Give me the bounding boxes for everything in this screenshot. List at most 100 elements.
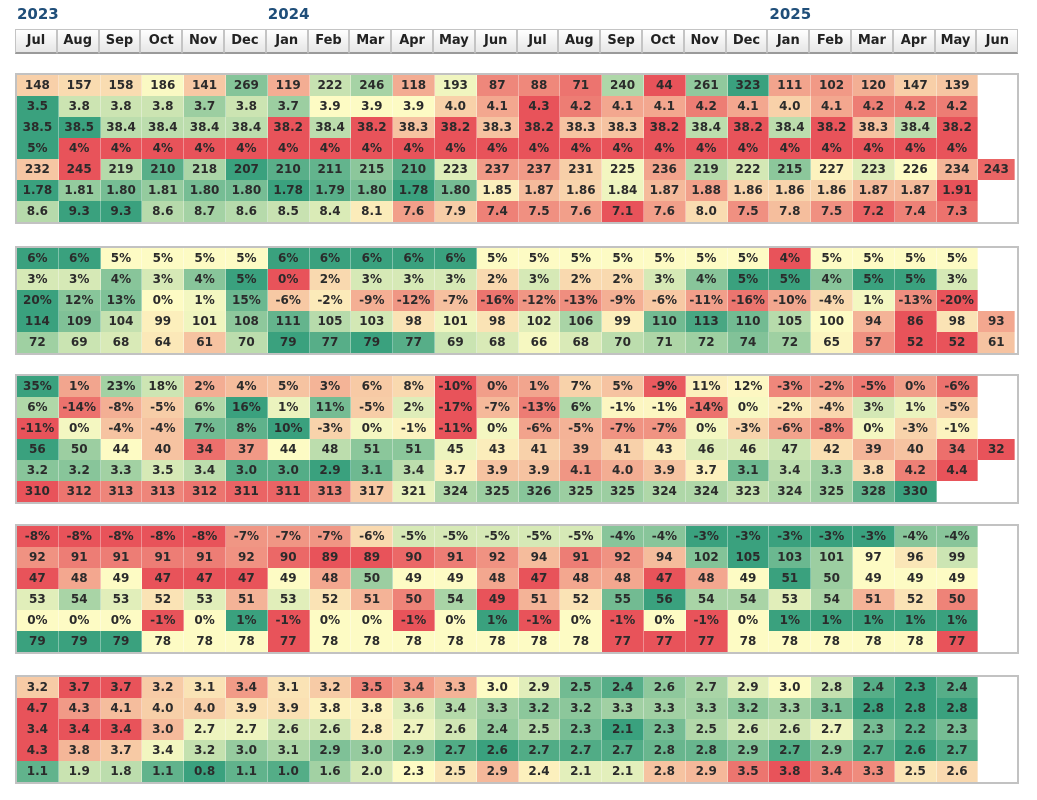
heatmap-cell: 38.4 <box>142 117 185 138</box>
heatmap-cell: 4.2 <box>894 460 937 481</box>
heatmap-cell: 3% <box>351 269 394 290</box>
heatmap-cell: 2.4 <box>476 719 519 740</box>
heatmap-cell: 91 <box>100 547 143 568</box>
heatmap-cell: -3% <box>309 418 352 439</box>
heatmap-cell: -4% <box>602 526 644 547</box>
heatmap-cell: -1% <box>644 397 686 418</box>
heatmap-cell: 0% <box>351 418 394 439</box>
heatmap-cell: 38.2 <box>936 117 979 138</box>
heatmap-cell: 2.4 <box>853 677 895 698</box>
heatmap-cell: 7.5 <box>727 201 770 222</box>
heatmap-cell: 5% <box>518 248 561 269</box>
heatmap-cell: 6% <box>393 248 435 269</box>
heatmap-cell: 8% <box>226 418 268 439</box>
heatmap-cell: 3.3 <box>644 698 686 719</box>
heatmap-cell: 325 <box>811 481 853 502</box>
heatmap-cell: 111 <box>769 75 812 96</box>
heatmap-cell: 1% <box>226 610 268 631</box>
heatmap-cell: -7% <box>309 526 352 547</box>
heatmap-cell: 1% <box>894 397 937 418</box>
heatmap-cell: 61 <box>184 332 226 353</box>
heatmap-cell: 54 <box>811 589 853 610</box>
month-header: Apr <box>892 29 935 54</box>
heatmap-cell: 68 <box>560 332 603 353</box>
heatmap-cell: -16% <box>476 290 519 311</box>
heatmap-cell: -6% <box>769 418 812 439</box>
heatmap-cell: 88 <box>518 75 561 96</box>
heatmap-cell: 3.4 <box>811 761 853 782</box>
heatmap-cell: 3% <box>644 269 686 290</box>
heatmap-cell: 323 <box>727 75 770 96</box>
heatmap-cell: 2.7 <box>226 719 268 740</box>
heatmap-cell: 2.5 <box>685 719 728 740</box>
heatmap-cell: -2% <box>769 397 812 418</box>
month-header: Jan <box>767 29 810 54</box>
heatmap-cell: 2.4 <box>602 677 644 698</box>
heatmap-cell: -9% <box>351 290 394 311</box>
heatmap-cell: -12% <box>518 290 561 311</box>
heatmap-cell: -4% <box>894 526 937 547</box>
heatmap-cell: 12% <box>58 290 101 311</box>
heatmap-cell: 39 <box>853 439 895 460</box>
heatmap-cell: 2.7 <box>560 740 603 761</box>
heatmap-cell: 102 <box>685 547 728 568</box>
heatmap-cell: 1.80 <box>100 180 143 201</box>
heatmap-cell: 40 <box>894 439 937 460</box>
heatmap-cell: 3.1 <box>351 460 394 481</box>
heatmap-cell: -4% <box>811 290 853 311</box>
heatmap-cell: 2.8 <box>351 719 394 740</box>
heatmap-cell: 13% <box>100 290 143 311</box>
heatmap-cell: 0% <box>58 418 101 439</box>
heatmap-cell: 77 <box>267 631 310 652</box>
heatmap-cell: 0% <box>727 610 770 631</box>
heatmap-cell: 215 <box>351 159 394 180</box>
heatmap-cell: 148 <box>17 75 59 96</box>
month-header: Feb <box>809 29 851 54</box>
heatmap-cell: 79 <box>58 631 101 652</box>
heatmap-cell: 324 <box>644 481 686 502</box>
heatmap-cell: 5% <box>184 248 226 269</box>
heatmap-cell: 2.3 <box>393 761 435 782</box>
month-header: Jun <box>474 29 517 54</box>
heatmap-cell: 90 <box>267 547 310 568</box>
heatmap-cell: -4% <box>142 418 185 439</box>
heatmap-cell: 38.3 <box>476 117 519 138</box>
heatmap-cell: 51 <box>393 439 435 460</box>
heatmap-cell: 38.5 <box>17 117 59 138</box>
heatmap-cell: 0% <box>644 610 686 631</box>
heatmap-cell: 3.8 <box>769 761 812 782</box>
heatmap-cell: 7.6 <box>644 201 686 222</box>
heatmap-cell: 3.7 <box>100 677 143 698</box>
heatmap-cell: 78 <box>435 631 477 652</box>
heatmap-cell: 8.6 <box>17 201 59 222</box>
heatmap-cell: -8% <box>811 418 853 439</box>
heatmap-cell: 4.0 <box>142 698 185 719</box>
heatmap-cell: 4% <box>894 138 937 159</box>
heatmap-cell: 1% <box>894 610 937 631</box>
heatmap-cell: 41 <box>602 439 644 460</box>
heatmap-cell: 47 <box>644 568 686 589</box>
heatmap-cell: 193 <box>435 75 477 96</box>
heatmap-cell: 4.2 <box>560 96 603 117</box>
heatmap-cell: 3.0 <box>226 460 268 481</box>
heatmap-cell: -4% <box>100 418 143 439</box>
heatmap-cell: 3.5 <box>351 677 394 698</box>
heatmap-cell: 1.81 <box>58 180 101 201</box>
heatmap-cell: 44 <box>267 439 310 460</box>
heatmap-cell: -3% <box>685 526 728 547</box>
heatmap-cell: 1.87 <box>894 180 937 201</box>
heatmap-cell: 4% <box>644 138 686 159</box>
month-header: Sep <box>98 29 141 54</box>
heatmap-cell: 0% <box>476 418 519 439</box>
heatmap-cell: 2.1 <box>602 719 644 740</box>
heatmap-cell: 4% <box>727 138 770 159</box>
heatmap-cell: 38.2 <box>351 117 394 138</box>
heatmap-cell: 3.9 <box>518 460 561 481</box>
heatmap-cell: 2.6 <box>936 761 979 782</box>
heatmap-cell: 66 <box>518 332 561 353</box>
heatmap-cell: 105 <box>309 311 352 332</box>
heatmap-cell: 50 <box>351 568 394 589</box>
month-header: Aug <box>558 29 601 54</box>
heatmap-cell: 111 <box>267 311 310 332</box>
heatmap-cell: -7% <box>602 418 644 439</box>
